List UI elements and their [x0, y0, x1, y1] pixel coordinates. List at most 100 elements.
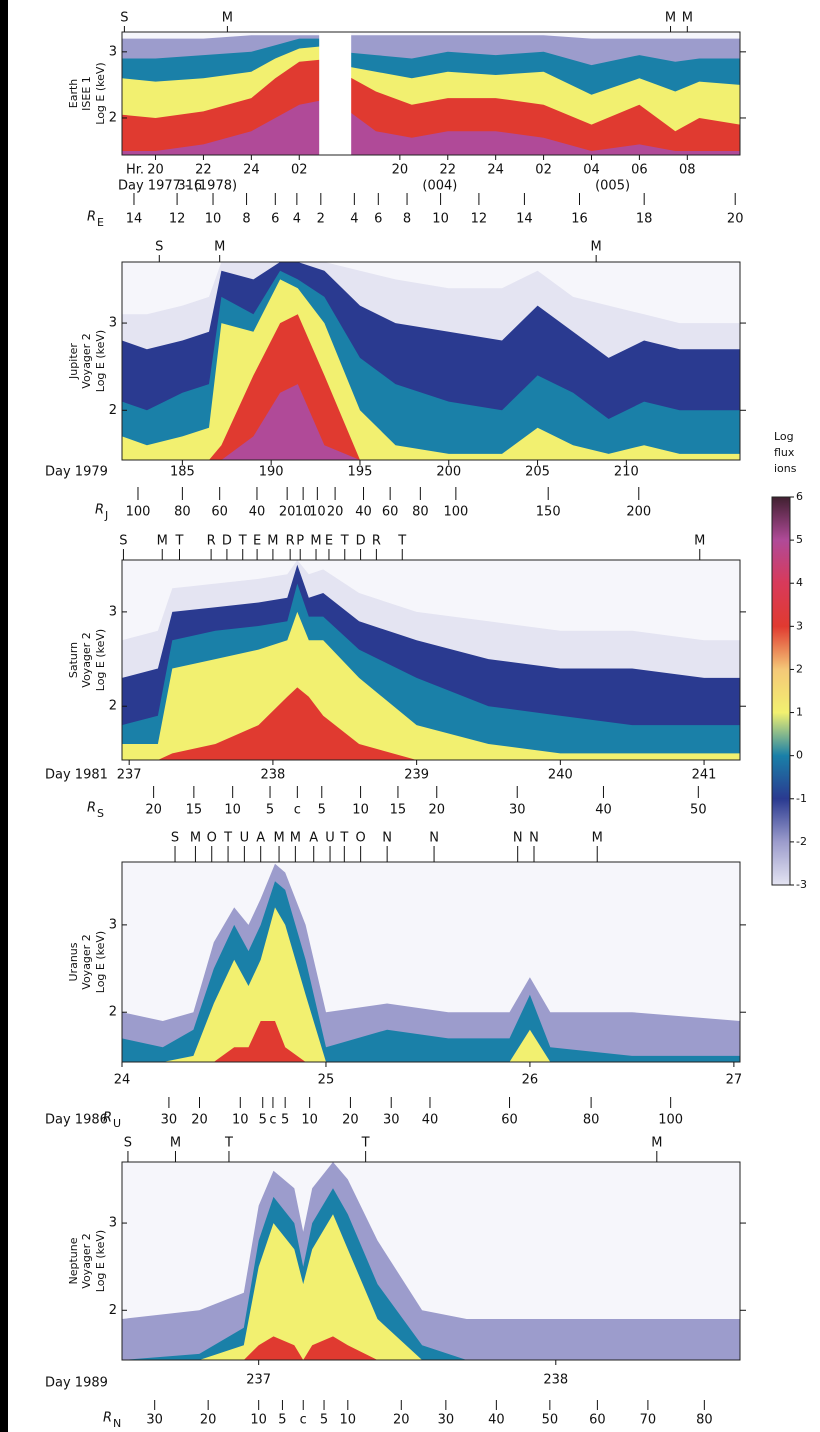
r-tick-label: 80 [174, 505, 191, 520]
r-tick-label: 8 [403, 212, 411, 227]
r-tick-label: 5 [266, 803, 274, 818]
event-marker: T [224, 1136, 233, 1151]
event-marker: T [223, 831, 232, 846]
plot-area [122, 1162, 740, 1360]
colorbar-tick-label: -3 [796, 878, 807, 891]
r-tick-label: 10 [432, 212, 449, 227]
x-tick-label: 06 [631, 163, 648, 178]
flux-contour [122, 98, 740, 155]
r-subscript: J [104, 509, 108, 522]
r-tick-label: 80 [412, 505, 429, 520]
r-tick-label: 6 [374, 212, 382, 227]
plot-area [122, 863, 740, 1062]
r-tick-label: 20 [200, 1413, 217, 1428]
flux-contour [122, 384, 740, 460]
x-tick-label: 241 [692, 768, 717, 783]
r-tick-label: 12 [471, 212, 488, 227]
r-tick-label: 5 [318, 803, 326, 818]
event-marker: T [238, 534, 247, 549]
r-tick-label: 10 [205, 212, 222, 227]
event-marker: M [290, 831, 301, 846]
r-tick-label: 50 [542, 1413, 559, 1428]
y-tick-label: 2 [109, 1303, 117, 1318]
event-marker: O [207, 831, 217, 846]
r-tick-label: 10 [309, 505, 326, 520]
event-marker: T [397, 534, 406, 549]
r-tick-label: 200 [626, 505, 651, 520]
event-marker: O [356, 831, 366, 846]
y-tick-label: 2 [109, 1005, 117, 1020]
colorbar-tick-label: 5 [796, 533, 803, 546]
r-tick-label: 10 [232, 1113, 249, 1128]
x-tick-label: 190 [259, 465, 284, 480]
event-marker: M [591, 240, 602, 255]
x-tick-label: 20 [147, 163, 164, 178]
y-axis-label: Log E (keV) [94, 629, 107, 691]
event-marker: A [256, 831, 265, 846]
event-marker: D [222, 534, 232, 549]
x-tick-label: 26 [522, 1073, 539, 1088]
r-tick-label: 10 [352, 803, 369, 818]
r-subscript: N [113, 1417, 121, 1430]
x-tick-label: 24 [243, 163, 260, 178]
event-marker: M [157, 534, 168, 549]
r-tick-label: 10 [295, 505, 312, 520]
y-axis-label: Log E (keV) [94, 1230, 107, 1292]
day-label: Day 1989 [45, 1376, 108, 1391]
plot-frame [121, 559, 741, 761]
x-tick-label: 240 [548, 768, 573, 783]
r-symbol: R [87, 210, 96, 225]
event-marker: T [340, 534, 349, 549]
panel-name: Voyager 2 [80, 333, 93, 388]
r-tick-label: 50 [690, 803, 707, 818]
r-tick-label: 60 [589, 1413, 606, 1428]
x-tick-label: 24 [487, 163, 504, 178]
r-tick-label: 5 [278, 1413, 286, 1428]
r-tick-label: 40 [422, 1113, 439, 1128]
colorbar-title: Log [774, 430, 794, 443]
x-tick-label: 237 [117, 768, 142, 783]
r-tick-label: 100 [126, 505, 151, 520]
event-marker: M [222, 11, 233, 26]
r-tick-label: 150 [536, 505, 561, 520]
y-tick-label: 2 [109, 699, 117, 714]
r-tick-label: 18 [636, 212, 653, 227]
r-tick-label: 70 [640, 1413, 657, 1428]
event-marker: U [240, 831, 250, 846]
y-axis-label: Log E (keV) [94, 931, 107, 993]
flux-contour [122, 1214, 740, 1360]
event-marker: S [124, 1136, 132, 1151]
x-tick-label: 238 [543, 1373, 568, 1388]
panel-name: Voyager 2 [80, 934, 93, 989]
r-tick-label: c [300, 1413, 307, 1428]
colorbar-tick-label: 2 [796, 662, 803, 675]
event-marker: S [120, 11, 128, 26]
r-tick-label: 10 [250, 1413, 267, 1428]
colorbar-tick-label: 6 [796, 490, 803, 503]
r-tick-label: 15 [186, 803, 203, 818]
r-tick-label: 40 [249, 505, 266, 520]
r-tick-label: 20 [393, 1413, 410, 1428]
panel-name: ISEE 1 [80, 76, 93, 111]
event-marker: A [309, 831, 318, 846]
event-marker: T [175, 534, 184, 549]
y-axis-label: Log E (keV) [94, 330, 107, 392]
r-tick-label: 15 [390, 803, 407, 818]
r-tick-label: 100 [443, 505, 468, 520]
event-marker: D [356, 534, 366, 549]
event-marker: R [372, 534, 381, 549]
day-label: Day 1979 [45, 465, 108, 480]
r-tick-label: 100 [658, 1113, 683, 1128]
colorbar-tick-label: 0 [796, 749, 803, 762]
r-tick-label: 12 [169, 212, 186, 227]
y-tick-label: 3 [109, 1216, 117, 1231]
x-tick-label: 02 [535, 163, 552, 178]
day-label: Day 1977 - (1978) [118, 179, 237, 194]
r-tick-label: 60 [211, 505, 228, 520]
panel-name: Voyager 2 [80, 632, 93, 687]
x-tick-label: 185 [170, 465, 195, 480]
r-tick-label: 6 [271, 212, 279, 227]
event-marker: M [665, 11, 676, 26]
colorbar-tick-label: -1 [796, 792, 807, 805]
